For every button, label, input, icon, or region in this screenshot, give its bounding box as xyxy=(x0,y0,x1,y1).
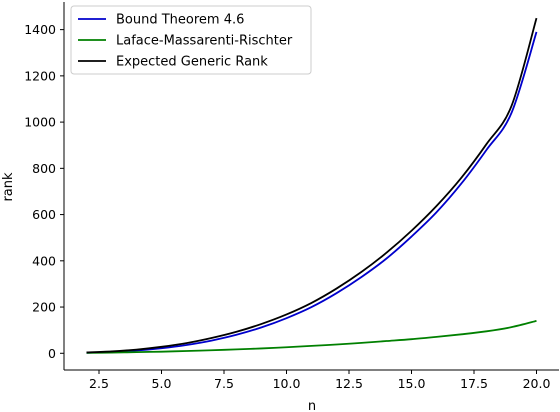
x-tick-label: 7.5 xyxy=(214,376,234,391)
x-tick-label: 15.0 xyxy=(398,376,426,391)
y-tick-label: 600 xyxy=(32,207,56,222)
series-line-0 xyxy=(86,31,538,354)
series-line-2 xyxy=(86,17,538,354)
legend-entry: Laface-Massarenti-Rischter xyxy=(116,34,293,49)
axes xyxy=(63,2,559,371)
y-axis-label: rank xyxy=(1,172,16,202)
x-tick-label: 20.0 xyxy=(523,376,551,391)
y-tick-label: 200 xyxy=(32,300,56,315)
y-tick-label: 1200 xyxy=(24,68,56,83)
series-group xyxy=(86,17,538,354)
x-tick-label: 2.5 xyxy=(89,376,109,391)
y-tick-label: 800 xyxy=(32,161,56,176)
x-ticks: 2.5 5.0 7.5 10.0 12.5 15.0 17.5 20.0 xyxy=(89,370,550,391)
x-tick-label: 17.5 xyxy=(460,376,488,391)
y-tick-label: 400 xyxy=(32,253,56,268)
series-line-1 xyxy=(86,320,537,354)
y-tick-label: 1000 xyxy=(24,115,56,130)
legend: Bound Theorem 4.6 Laface-Massarenti-Risch… xyxy=(70,5,312,75)
legend-frame xyxy=(70,5,312,75)
x-tick-label: 12.5 xyxy=(335,376,363,391)
x-axis-label: n xyxy=(308,399,316,412)
x-tick-label: 5.0 xyxy=(152,376,172,391)
y-ticks: 0 200 400 600 800 1000 1200 1400 xyxy=(24,22,64,361)
y-tick-label: 0 xyxy=(48,346,56,361)
legend-entry: Expected Generic Rank xyxy=(116,55,268,70)
x-tick-label: 10.0 xyxy=(273,376,301,391)
y-tick-label: 1400 xyxy=(24,22,56,37)
legend-entry: Bound Theorem 4.6 xyxy=(116,13,244,28)
